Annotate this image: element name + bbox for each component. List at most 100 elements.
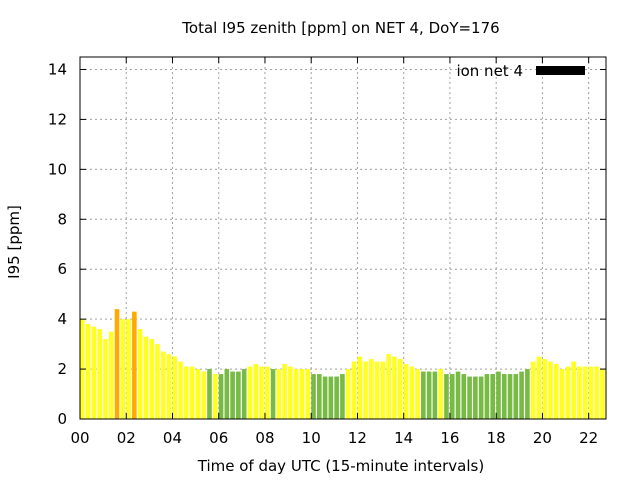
legend: ion net 4 <box>456 62 585 80</box>
y-tick-label: 8 <box>57 210 67 228</box>
data-bar <box>536 356 542 419</box>
data-bar <box>351 361 357 419</box>
data-bar <box>588 366 594 419</box>
data-bar <box>600 369 605 419</box>
x-tick-label: 06 <box>209 429 228 447</box>
data-bar <box>178 361 183 419</box>
data-bar <box>316 374 322 419</box>
data-bar <box>253 364 259 419</box>
x-tick-label: 10 <box>302 429 321 447</box>
data-bar <box>553 364 559 419</box>
data-bar <box>132 311 137 419</box>
y-tick-label: 2 <box>57 360 67 378</box>
data-bar <box>392 356 397 419</box>
data-bar <box>484 374 490 419</box>
data-bar <box>97 329 102 419</box>
data-bar <box>426 371 432 419</box>
bars <box>80 309 605 419</box>
x-tick-label: 12 <box>348 429 367 447</box>
data-bar <box>143 336 149 419</box>
data-bar <box>519 371 524 419</box>
data-bar <box>288 366 293 419</box>
data-bar <box>108 331 114 419</box>
data-bar <box>259 366 264 419</box>
data-bar <box>137 329 143 419</box>
x-tick-label: 16 <box>440 429 459 447</box>
data-bar <box>236 371 241 419</box>
data-bar <box>490 374 496 419</box>
data-bar <box>369 359 374 419</box>
legend-label: ion net 4 <box>456 62 523 80</box>
data-bar <box>293 369 299 419</box>
data-bar <box>380 361 386 419</box>
data-bar <box>565 366 571 419</box>
data-bar <box>241 369 247 419</box>
data-bar <box>305 369 311 419</box>
x-tick-label: 22 <box>579 429 598 447</box>
data-bar <box>594 366 600 419</box>
data-bar <box>195 369 201 419</box>
data-bar <box>264 366 270 419</box>
data-bar <box>126 319 131 419</box>
x-axis-label: Time of day UTC (15-minute intervals) <box>197 457 484 475</box>
data-bar <box>507 374 513 419</box>
data-bar <box>548 361 553 419</box>
data-bar <box>299 369 305 419</box>
data-bar <box>449 374 455 419</box>
data-bar <box>201 371 207 419</box>
data-bar <box>184 366 189 419</box>
y-tick-label: 6 <box>57 260 67 278</box>
data-bar <box>409 366 415 419</box>
data-bar <box>166 354 172 419</box>
data-bar <box>559 369 565 419</box>
data-bar <box>91 326 97 419</box>
plot-frame <box>79 56 607 420</box>
data-bar <box>247 366 253 419</box>
data-bar <box>403 364 409 419</box>
data-bar <box>525 369 530 419</box>
data-bar <box>478 376 484 419</box>
data-bar <box>230 371 235 419</box>
legend-swatch <box>536 66 585 75</box>
y-axis-label: I95 [ppm] <box>5 205 23 279</box>
data-bar <box>120 319 126 419</box>
data-bar <box>149 339 154 419</box>
data-bar <box>160 351 166 419</box>
data-bar <box>542 359 548 419</box>
data-bar <box>357 356 363 419</box>
y-tick-label: 14 <box>48 60 67 78</box>
data-bar <box>155 344 160 419</box>
data-bar <box>363 361 368 419</box>
data-bar <box>328 376 334 419</box>
data-bar <box>172 356 178 419</box>
data-bar <box>322 376 328 419</box>
data-bar <box>114 309 120 419</box>
y-tick-label: 12 <box>48 110 67 128</box>
data-bar <box>444 374 449 419</box>
data-bar <box>212 374 218 419</box>
data-bar <box>530 361 536 419</box>
data-bar <box>455 371 461 419</box>
data-bar <box>189 366 195 419</box>
data-bar <box>311 374 316 419</box>
data-bar <box>513 374 519 419</box>
data-bar <box>334 376 339 419</box>
data-bar <box>577 366 582 419</box>
data-bar <box>473 376 478 419</box>
x-tick-label: 00 <box>70 429 89 447</box>
data-bar <box>438 369 443 419</box>
data-bar <box>340 374 345 419</box>
y-tick-label: 10 <box>48 160 67 178</box>
x-tick-label: 18 <box>487 429 506 447</box>
x-tick-label: 20 <box>533 429 552 447</box>
data-bar <box>345 369 351 419</box>
x-tick-label: 14 <box>394 429 413 447</box>
data-bar <box>415 369 420 419</box>
x-tick-label: 08 <box>255 429 274 447</box>
data-bar <box>224 369 230 419</box>
data-bar <box>571 361 576 419</box>
data-bar <box>103 339 108 419</box>
data-bar <box>207 369 212 419</box>
